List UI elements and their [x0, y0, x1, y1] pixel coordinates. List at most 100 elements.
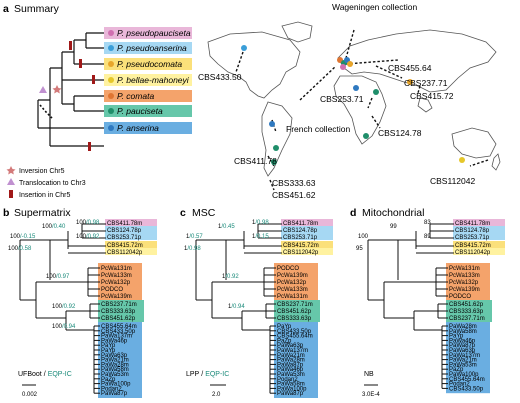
tip-label: PaWa100p [449, 372, 479, 378]
tip-label: CBS112042p [455, 250, 491, 256]
summary-cladogram [37, 32, 104, 147]
tip-label: CBS112042p [283, 250, 319, 256]
tip-label: CBS433.50p [449, 386, 484, 392]
tip-label: Podan2 [449, 382, 470, 388]
tip-label: PaWa53m [449, 362, 477, 368]
tip-label: PcWa133m [449, 273, 480, 279]
north-america [207, 31, 301, 99]
tip-label: PcWa139m [101, 294, 132, 300]
translocation-icon [39, 86, 47, 93]
tip-label: PaWa28m [101, 362, 129, 368]
tip-label: PcWa132p [101, 280, 131, 286]
tip-label: CBS451.62p [277, 309, 312, 315]
species-label: P. pseudoanserina [117, 43, 187, 53]
panel-a-letter: a [3, 3, 9, 15]
support-value: 100/0.98 [76, 220, 100, 226]
tip-label: PcWa133m [101, 273, 132, 279]
map-label-wageningen: Wageningen collection [332, 2, 417, 12]
tip-label: CBS415.72m [107, 243, 143, 249]
translocation-icon [7, 178, 15, 185]
panel-b-title: Supermatrix [14, 207, 71, 219]
map-label-cbs415: CBS415.72 [410, 91, 454, 101]
tip-label: Podan2 [277, 377, 298, 383]
support-value: 100/0.40 [42, 224, 66, 230]
tip-label: CBS333.63p [449, 309, 484, 315]
tip-label: PaWa21m [277, 353, 305, 359]
support-value: 1/0.15 [252, 234, 269, 240]
panel-a: a Summary [3, 2, 501, 200]
tip-label: PaYp [101, 348, 116, 354]
tip-label: CBS411.78m [455, 221, 490, 227]
tip-label: PaZp [449, 367, 464, 373]
tip-label: PaWa137m [277, 348, 308, 354]
map-label-cbs237: CBS237.71 [404, 78, 448, 88]
species-list: P. pseudopauciseta P. pseudoanserina P. … [104, 27, 192, 134]
tip-label: PaWa46p [449, 338, 476, 344]
tip-label: CBS333.63p [277, 316, 312, 322]
tip-label: PaWa58m [277, 382, 305, 388]
map-label-cbs411: CBS411.78 [234, 156, 277, 166]
tip-label: PaWa21m [101, 358, 129, 364]
tip-label: CBS124.78p [107, 228, 142, 234]
legend-translocation: Translocation to Chr3 [19, 180, 86, 187]
species-label: P. pseudopauciseta [117, 28, 191, 38]
tip-label: CBS455.64m [101, 324, 137, 330]
tip-label: PaZp [277, 338, 292, 344]
insertion-mark [88, 142, 91, 151]
support-value: 1/0.45 [218, 224, 235, 230]
tip-label: PODCO [101, 287, 123, 293]
legend-inversion: Inversion Chr5 [19, 168, 65, 175]
tip-label: PcWa131m [277, 294, 308, 300]
tip-label: CBS253.71p [455, 235, 490, 241]
support-value: 1/0.57 [186, 234, 203, 240]
southeast-asia [417, 97, 433, 113]
tip-label: CBS455.64m [277, 334, 313, 340]
panel-d-method: NB [364, 371, 374, 378]
panel-b-scale: 0.002 [22, 392, 38, 398]
tip-label: PcWa131m [101, 266, 132, 272]
tip-label: PcWa133m [277, 287, 308, 293]
tip-label: PcWa131m [449, 266, 480, 272]
tip-label: CBS237.71m [449, 316, 485, 322]
africa [333, 75, 387, 145]
map-label-cbs124: CBS124.78 [378, 128, 422, 138]
insertion-mark [92, 75, 95, 84]
tip-label: PaWa58m [449, 329, 477, 335]
tip-label: PaWa87p [277, 391, 304, 397]
species-label: P. pseudocomata [117, 59, 182, 69]
tip-label: PaWa137m [101, 334, 132, 340]
tip-label: CBS433.50p [277, 329, 312, 335]
panel-a-title: Summary [14, 3, 60, 15]
panel-d-title: Mitochondrial [362, 207, 424, 219]
eurasia [337, 29, 497, 93]
event-legend: Inversion Chr5 Translocation to Chr3 Ins… [6, 166, 86, 199]
panel-c-title: MSC [192, 207, 216, 219]
tip-label: PaWa21m [449, 358, 477, 364]
new-zealand [491, 153, 501, 171]
tip-label: CBS411.78m [107, 221, 142, 227]
tip-label: CBS253.71p [107, 235, 142, 241]
support-value: 100/0.58 [8, 246, 32, 252]
tip-label: PaYp [449, 334, 464, 340]
map-label-cbs451: CBS451.62 [272, 190, 316, 200]
map-label-french: French collection [286, 124, 351, 134]
support-value: 100/0.92 [52, 304, 76, 310]
australia [451, 127, 497, 159]
tip-label: PaWa87p [101, 391, 128, 397]
tip-label: PaYp [277, 324, 292, 330]
support-value: 1/0.98 [184, 246, 201, 252]
support-value: 100 [358, 234, 369, 240]
tip-label: PaWa46p [101, 338, 128, 344]
tip-label: CBS433.50p [101, 329, 136, 335]
support-value: 100/0.92 [76, 234, 100, 240]
inversion-icon [6, 166, 16, 175]
support-value: 83 [424, 220, 431, 226]
tip-label: PaWa63p [449, 348, 476, 354]
tip-label: PaWa28m [277, 358, 305, 364]
species-label: P. anserina [117, 123, 159, 133]
support-value: 1/0.98 [252, 220, 269, 226]
tip-label: CBS237.71m [277, 302, 313, 308]
